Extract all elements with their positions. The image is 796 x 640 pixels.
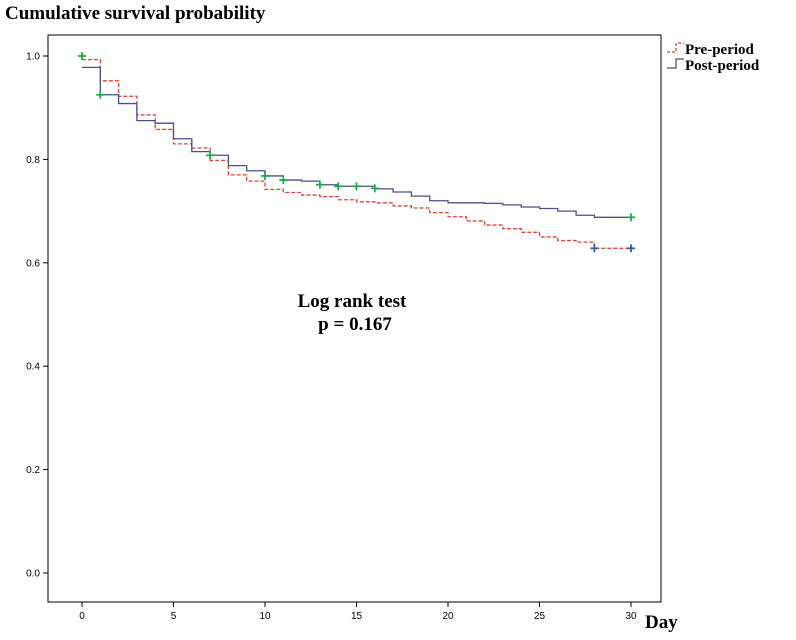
x-tick-label: 10 [259,611,271,622]
censor-mark [370,184,379,193]
censor-mark [590,244,599,253]
y-axis-title: Cumulative survival probability [5,3,266,24]
x-tick-label: 25 [534,611,546,622]
x-tick-label: 5 [171,611,177,622]
y-axis: 0.0 0.2 0.4 0.6 0.8 1.0 [26,52,48,580]
censor-mark [627,213,635,222]
post-period-curve [82,66,631,218]
censor-mark [352,182,361,191]
censor-mark [315,180,324,189]
censor-mark [334,182,343,191]
censor-mark [627,244,635,253]
x-tick-label: 20 [442,611,454,622]
censor-marks [78,52,635,253]
y-tick-label: 0.8 [26,155,40,166]
y-tick-label: 1.0 [26,52,40,63]
y-tick-label: 0.6 [26,258,40,269]
x-axis: 0 5 10 15 20 25 30 [79,602,637,622]
legend-post-period: Post-period [667,58,760,74]
x-tick-label: 15 [351,611,363,622]
censor-mark [96,90,105,99]
censor-mark [78,52,86,60]
x-tick-label: 30 [625,611,637,622]
legend-label: Pre-period [685,42,755,58]
x-tick-label: 0 [79,611,85,622]
y-tick-label: 0.4 [26,362,40,373]
censor-mark [261,171,269,180]
annotation-line-2: p = 0.167 [318,314,392,335]
censor-mark [279,176,288,185]
legend-swatch [667,58,684,69]
legend-pre-period: Pre-period [667,42,755,58]
legend-label: Post-period [685,58,760,74]
censor-mark [206,151,215,160]
legend-swatch [667,42,684,53]
annotation-line-1: Log rank test [298,291,407,312]
y-tick-label: 0.0 [26,569,40,580]
pre-period-curve [82,58,631,249]
plot-frame [47,34,662,603]
y-tick-label: 0.2 [26,465,40,476]
survival-curves [82,58,631,249]
log-rank-annotation: Log rank test p = 0.167 [298,291,407,335]
x-axis-title: Day [645,612,678,633]
